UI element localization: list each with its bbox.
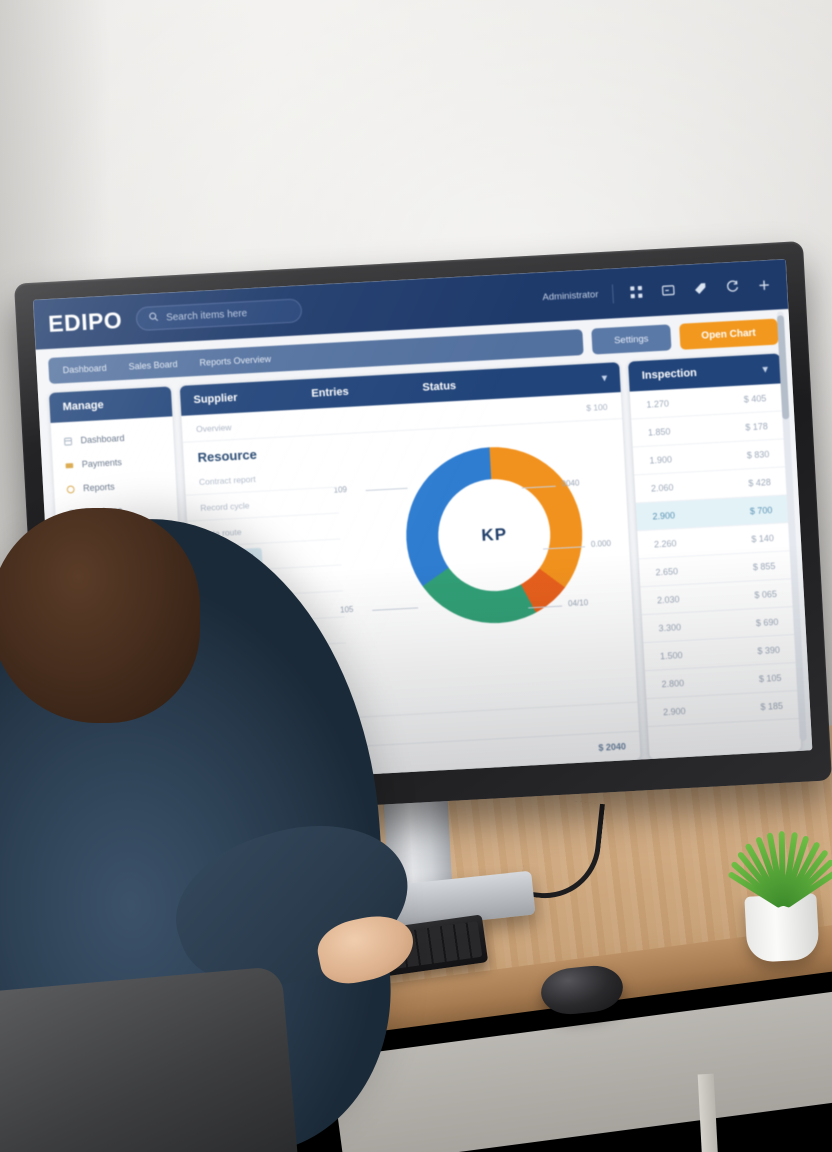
grid-apps-icon[interactable] (627, 283, 646, 302)
cell-units: 2.060 (650, 481, 674, 494)
layout-icon (62, 436, 73, 447)
breadcrumb-item-2[interactable]: Reports Overview (199, 353, 272, 368)
chart-label-right-0: 0040 (561, 478, 580, 489)
cell-amount: $ 185 (760, 700, 784, 712)
potted-plant (727, 806, 832, 909)
cell-units: 2.900 (662, 705, 686, 717)
overview-value: $ 100 (585, 401, 608, 413)
cell-units: 1.900 (649, 453, 673, 466)
search-box[interactable]: Search items here (135, 298, 303, 332)
breadcrumb-item-1[interactable]: Sales Board (128, 359, 178, 372)
right-panel: Inspection ▾ 1.270 $ 405 1.850 $ 178 1.900 $ … (628, 353, 802, 760)
donut-center-label: KP (480, 524, 508, 545)
tag-icon[interactable] (691, 279, 710, 298)
wallet-icon (64, 460, 75, 471)
overview-label: Overview (195, 422, 232, 435)
search-input[interactable]: Search items here (165, 307, 248, 324)
office-chair (0, 965, 298, 1152)
computer-monitor: EDIPO Search items here Administrator (13, 241, 832, 823)
search-icon (148, 309, 160, 328)
cell-units: 2.260 (653, 537, 677, 550)
kpi-donut-chart: KP 0040 0.000 04/10 109 (323, 424, 641, 657)
refresh-icon[interactable] (723, 277, 742, 296)
column-header-entries[interactable]: Entries (311, 385, 349, 400)
chevron-down-icon[interactable]: ▾ (762, 363, 768, 375)
cell-amount: $ 700 (749, 504, 773, 516)
sidebar-item-dashboard[interactable]: Dashboard (51, 423, 174, 454)
sidebar-item-label: Dashboard (80, 433, 125, 446)
cell-units: 2.900 (652, 509, 676, 522)
open-chart-button[interactable]: Open Chart (678, 318, 779, 350)
footer-value: $ 2040 (598, 741, 627, 753)
cell-amount: $ 390 (757, 644, 781, 656)
inspection-table[interactable]: 1.270 $ 405 1.850 $ 178 1.900 $ 830 2.060 $ 428… (629, 383, 802, 760)
cell-amount: $ 105 (758, 672, 782, 684)
cell-units: 1.850 (647, 425, 671, 438)
cell-amount: $ 065 (754, 588, 778, 600)
cell-units: 2.030 (656, 593, 680, 605)
monitor-screen[interactable]: EDIPO Search items here Administrator (32, 258, 813, 792)
chart-label-right-2: 04/10 (567, 598, 589, 609)
user-label[interactable]: Administrator (542, 288, 599, 303)
chart-icon (65, 484, 76, 495)
dashboard-app: EDIPO Search items here Administrator (32, 258, 813, 792)
cell-units: 2.800 (661, 677, 685, 689)
sidebar-item-label: Reports (82, 481, 115, 494)
cell-amount: $ 405 (743, 392, 767, 404)
person-head (0, 508, 200, 723)
app-logo[interactable]: EDIPO (47, 306, 123, 337)
list-item-label: Contract report (198, 473, 256, 487)
breadcrumb-item-0[interactable]: Dashboard (62, 362, 107, 376)
chevron-down-icon[interactable]: ▾ (601, 372, 608, 384)
cell-amount: $ 855 (752, 560, 776, 572)
settings-button[interactable]: Settings (591, 324, 672, 355)
sidebar-item-label: Payments (81, 457, 123, 470)
leader-line (372, 607, 419, 611)
cell-amount: $ 428 (748, 476, 772, 488)
cell-units: 1.500 (659, 649, 683, 661)
topbar-actions: Administrator (542, 275, 774, 306)
cell-amount: $ 178 (744, 420, 769, 432)
sidebar-item-payments[interactable]: Payments (52, 447, 175, 478)
cell-amount: $ 690 (755, 616, 779, 628)
cell-units: 2.650 (655, 565, 679, 577)
column-header-supplier[interactable]: Supplier (193, 391, 238, 407)
column-header-status[interactable]: Status (422, 380, 457, 394)
leader-line (365, 487, 408, 492)
sidebar-item-reports[interactable]: Reports (54, 471, 177, 502)
cell-units: 1.270 (646, 398, 670, 410)
cell-amount: $ 140 (751, 532, 775, 544)
card-icon[interactable] (659, 281, 678, 300)
chart-label-right-1: 0.000 (590, 538, 612, 549)
cell-amount: $ 830 (746, 448, 770, 460)
cell-units: 3.300 (658, 621, 682, 633)
toolbar-divider (611, 283, 614, 303)
plus-icon[interactable] (755, 276, 774, 295)
right-panel-title: Inspection (641, 366, 698, 382)
app-topbar: EDIPO Search items here Administrator (32, 258, 789, 350)
list-item-label: Record cycle (200, 499, 250, 513)
